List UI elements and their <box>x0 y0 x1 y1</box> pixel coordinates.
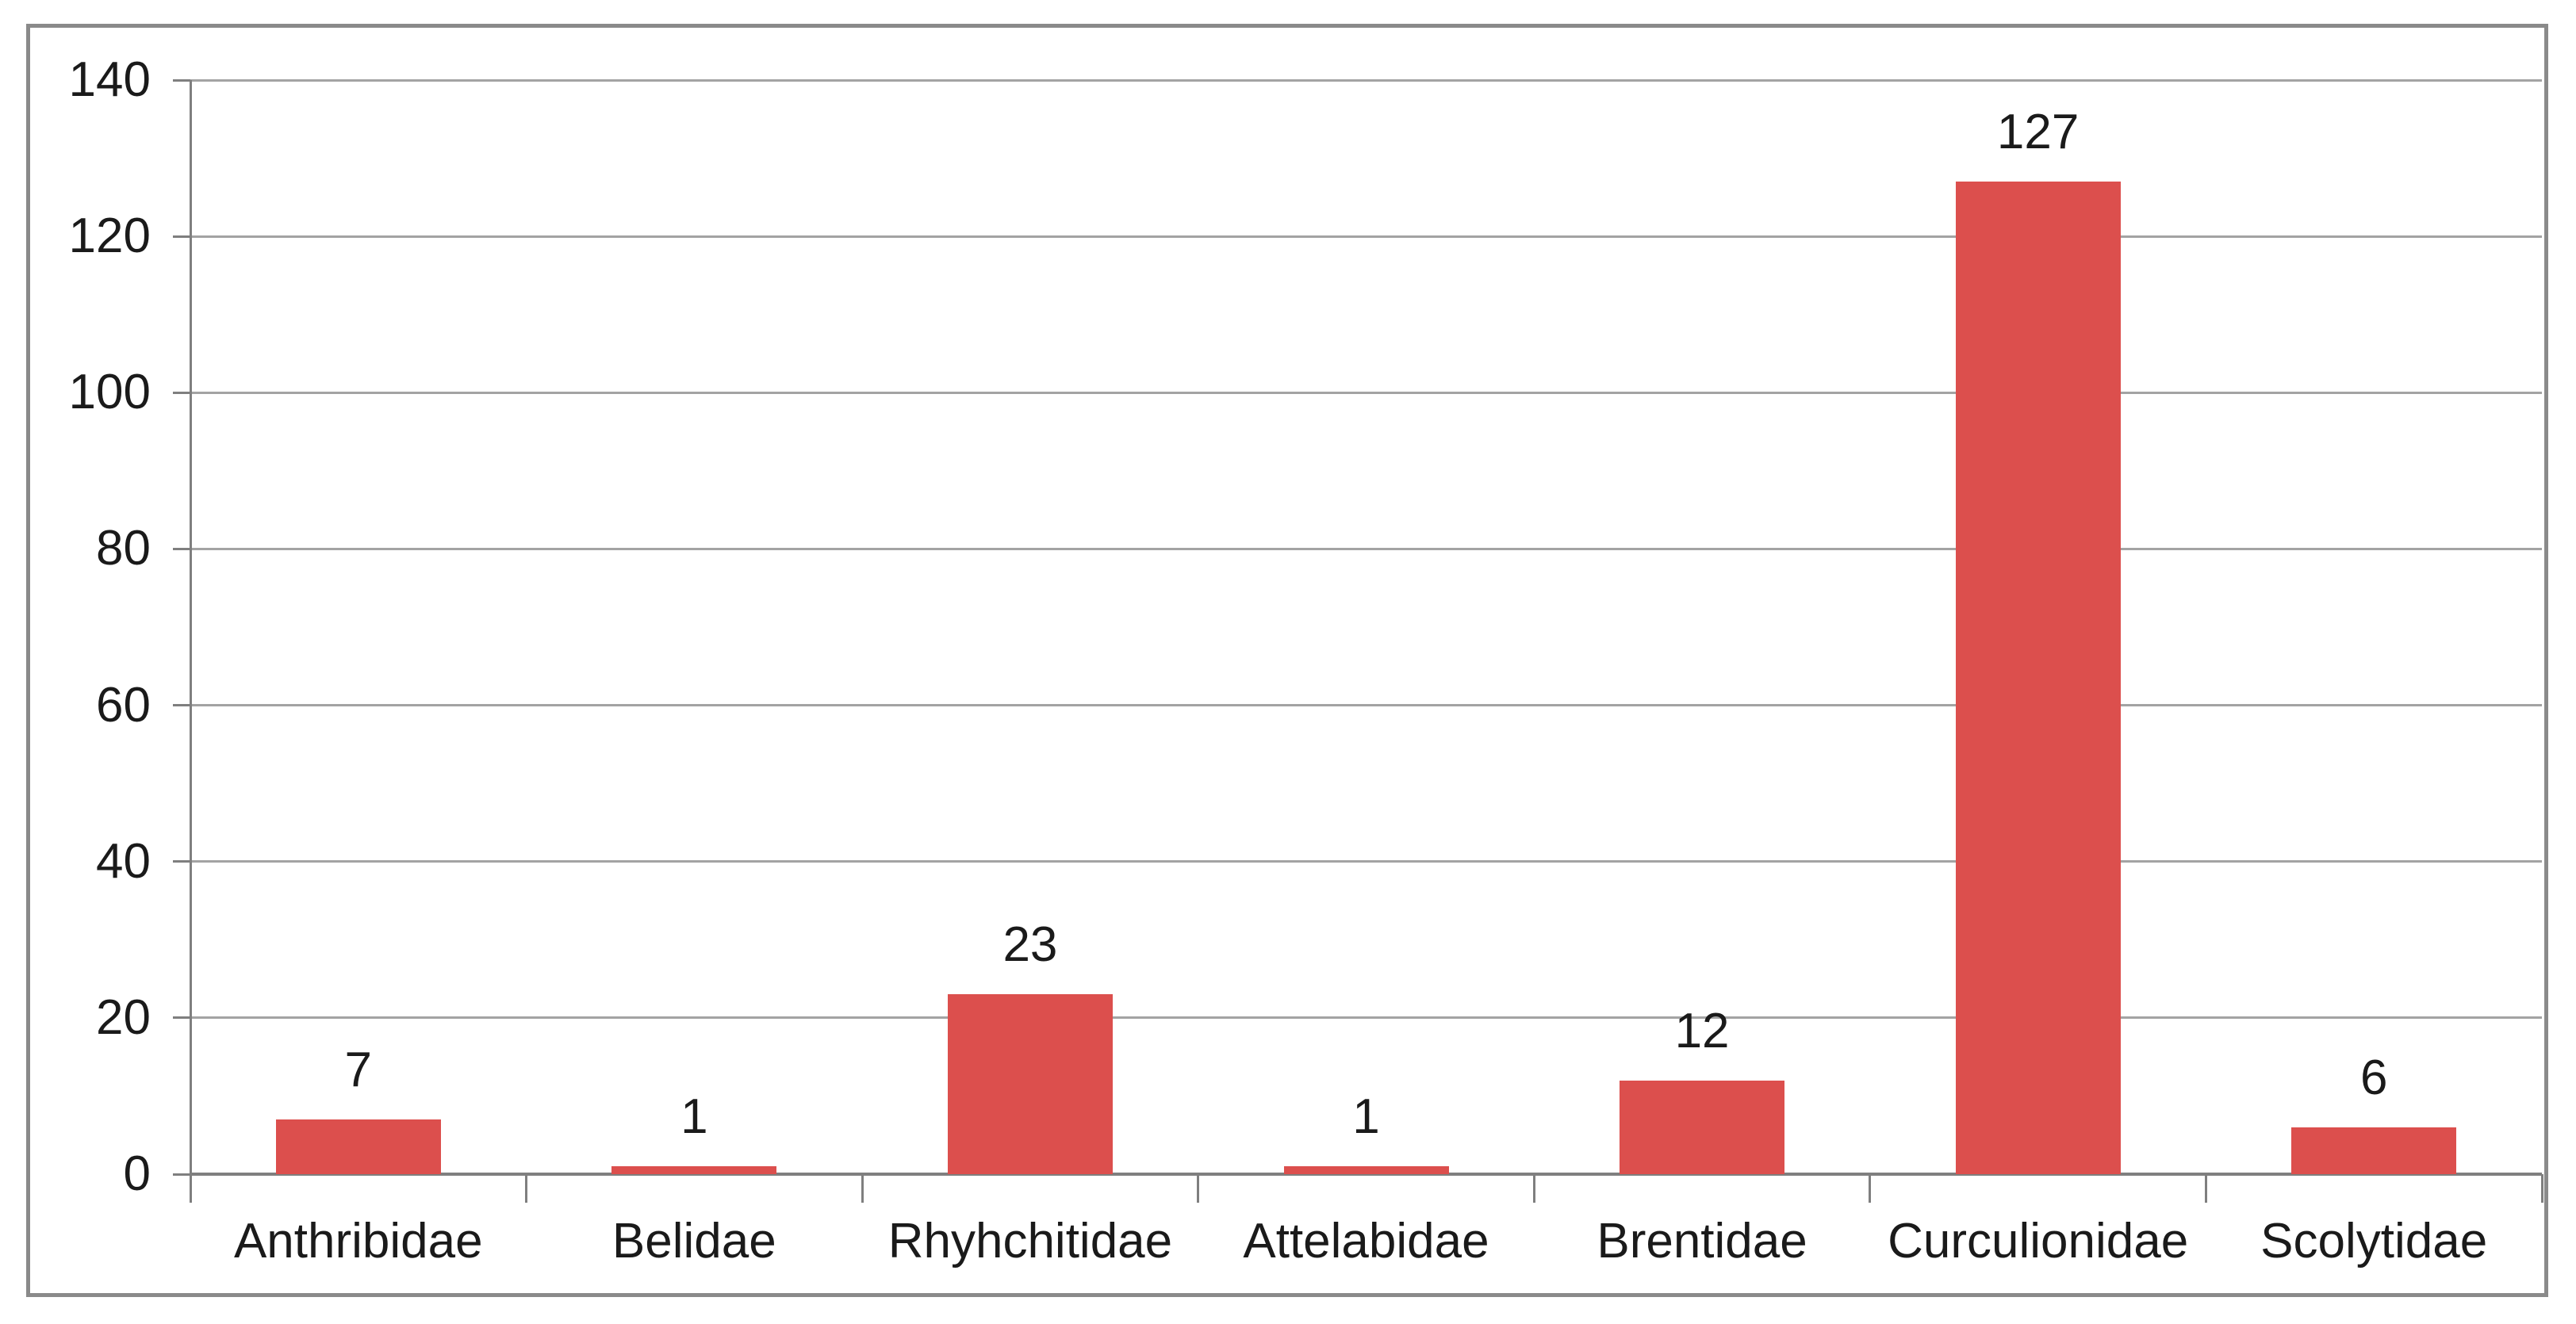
x-axis-tick <box>1869 1174 1872 1203</box>
gridline <box>190 860 2542 863</box>
gridline <box>190 78 2542 82</box>
gridline <box>190 1016 2542 1020</box>
bar-belidae <box>611 1166 777 1174</box>
x-axis-line <box>190 1173 2542 1176</box>
x-axis-tick <box>1532 1174 1535 1203</box>
x-axis-tick <box>1197 1174 1200 1203</box>
gridline <box>190 391 2542 394</box>
bar-brentidae <box>1620 1080 1785 1174</box>
y-tick-label: 100 <box>68 365 151 420</box>
bar-value-label: 1 <box>1352 1089 1380 1145</box>
x-axis-tick <box>2540 1174 2543 1203</box>
category-label: Rhyhchitidae <box>887 1214 1173 1269</box>
gridline <box>190 547 2542 550</box>
category-label: Attelabidae <box>1243 1214 1489 1269</box>
bar-value-label: 1 <box>680 1089 708 1145</box>
y-tick-label: 0 <box>123 1146 151 1201</box>
y-axis-tick <box>173 1016 190 1020</box>
gridline <box>190 235 2542 238</box>
bar-scolytidae <box>2291 1127 2457 1174</box>
x-axis-tick <box>525 1174 528 1203</box>
y-axis-tick <box>173 78 190 82</box>
y-tick-label: 20 <box>96 989 151 1045</box>
category-label: Scolytidae <box>2260 1214 2488 1269</box>
bar-value-label: 23 <box>1002 917 1058 973</box>
bar-value-label: 6 <box>2359 1050 2388 1105</box>
gridline <box>190 704 2542 707</box>
x-axis-tick <box>2204 1174 2207 1203</box>
y-axis-line <box>189 80 192 1203</box>
bar-curculionidae <box>1955 182 2121 1174</box>
category-label: Belidae <box>611 1214 776 1269</box>
bar-value-label: 7 <box>344 1043 373 1097</box>
bar-value-label: 12 <box>1674 1003 1730 1058</box>
plot-area: 0 20 40 60 80 100 120 140 7 Anthribidae 1 Belidae 23… <box>69 52 2543 1269</box>
bar-value-label: 127 <box>1996 105 2080 160</box>
y-tick-label: 80 <box>96 521 151 576</box>
category-label: Brentidae <box>1597 1214 1807 1269</box>
y-axis-tick <box>173 547 190 550</box>
y-axis-tick <box>173 391 190 394</box>
bar-attelabidae <box>1283 1166 1449 1174</box>
x-axis-tick <box>861 1174 864 1203</box>
y-axis-tick <box>173 1173 190 1176</box>
category-label: Anthribidae <box>233 1214 483 1269</box>
y-tick-label: 120 <box>68 209 151 264</box>
y-tick-label: 60 <box>96 677 151 733</box>
category-label: Curculionidae <box>1888 1214 2189 1269</box>
y-axis-tick <box>173 235 190 238</box>
y-axis-tick <box>173 860 190 863</box>
y-tick-label: 40 <box>96 833 151 889</box>
y-axis-tick <box>173 704 190 707</box>
x-axis-tick <box>189 1174 192 1203</box>
y-tick-label: 140 <box>68 52 151 107</box>
bar-rhyhchitidae <box>947 994 1113 1174</box>
bar-anthribidae <box>275 1119 441 1174</box>
